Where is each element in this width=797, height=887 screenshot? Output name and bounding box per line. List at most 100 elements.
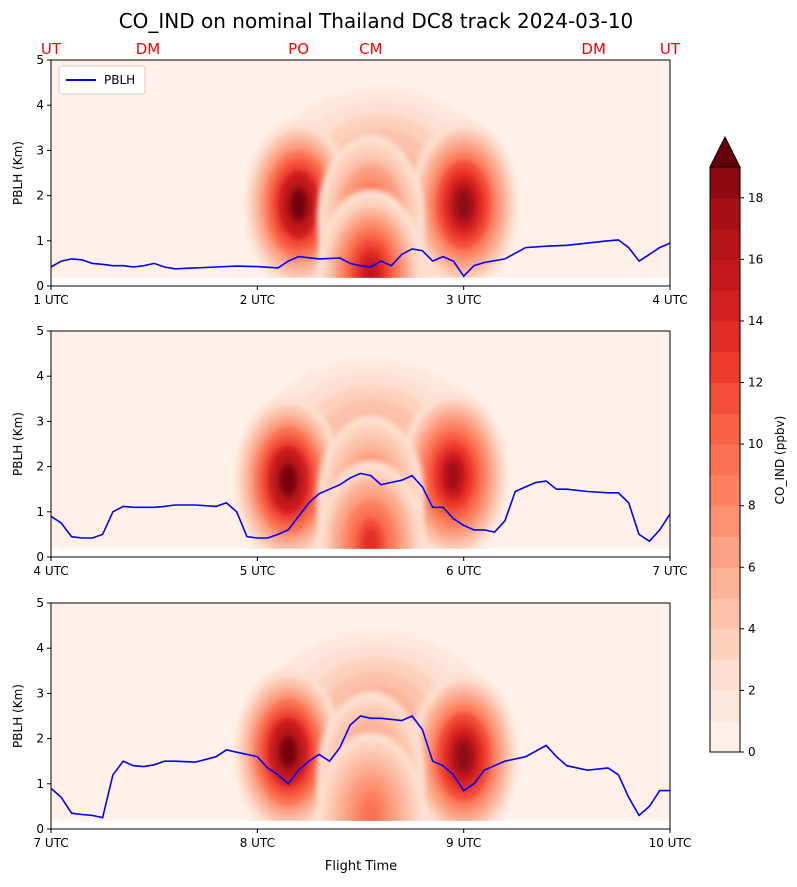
colorbar-label: CO_IND (ppbv) (773, 416, 787, 505)
colorbar-band (710, 382, 740, 414)
legend-box (58, 65, 146, 95)
plume-2-level-8 (455, 740, 472, 773)
pblh-line (50, 239, 671, 278)
y-tick-label: 3 (36, 686, 44, 700)
colorbar-tick-label: 18 (748, 191, 763, 205)
y-axis-label: PBLH (Km) (11, 684, 25, 748)
plume-2-level-8 (455, 188, 472, 221)
y-tick-label: 4 (36, 369, 44, 383)
colorbar-band (710, 444, 740, 476)
x-axis-label: Flight Time (325, 859, 397, 874)
location-labels: UT DM PO CM DM UT (41, 40, 681, 58)
colorbar-tick-label: 14 (748, 314, 763, 328)
colorbar-band (710, 598, 740, 630)
x-tick-label: 4 UTC (33, 564, 68, 578)
colorbar-band (710, 413, 740, 445)
colorbar-extend-arrow (709, 135, 741, 168)
legend: PBLH (58, 65, 146, 95)
x-tick-label: 7 UTC (33, 836, 68, 850)
y-tick-label: 5 (36, 324, 44, 338)
contour-field (51, 331, 670, 557)
location-label: UT (41, 40, 62, 58)
panel-3: 0 1 2 3 4 5 PBLH (Km) 7 UTC 8 UTC 9 UTC 10 UTC (11, 596, 692, 850)
y-tick-label: 1 (36, 777, 44, 791)
y-tick-label: 2 (36, 189, 44, 203)
y-tick-label: 5 (36, 596, 44, 610)
axes-frame (50, 330, 671, 558)
colorbar-band (710, 167, 740, 199)
panel-2: 0 1 2 3 4 5 PBLH (Km) 4 UTC 5 UTC 6 UTC 7 UTC (11, 324, 688, 578)
no-data-strip (51, 820, 670, 829)
y-axis-label: PBLH (Km) (11, 141, 25, 205)
y-tick-label: 3 (36, 143, 44, 157)
x-tick-label: 4 UTC (652, 293, 687, 307)
colorbar-band (710, 228, 740, 260)
colorbar-tick-label: 8 (748, 499, 756, 513)
colorbar-band (710, 721, 740, 753)
colorbar-band (710, 474, 740, 507)
colorbar-band (710, 628, 740, 661)
colorbar-tick-label: 0 (748, 745, 756, 759)
location-label: PO (288, 40, 309, 58)
x-tick-label: 7 UTC (652, 564, 687, 578)
y-tick-label: 1 (36, 234, 44, 248)
colorbar-frame (709, 166, 741, 753)
x-tick-label: 8 UTC (240, 836, 275, 850)
y-tick-label: 4 (36, 641, 44, 655)
colorbar-tick-label: 10 (748, 437, 763, 451)
location-label: UT (660, 40, 681, 58)
colorbar-band (710, 290, 740, 322)
colorbar-tick-label: 6 (748, 560, 756, 574)
colorbar-band (710, 690, 740, 722)
colorbar-band (710, 320, 740, 353)
y-tick-label: 5 (36, 53, 44, 67)
panel-1: 0 1 2 3 4 5 PBLH (Km) 1 UTC 2 UTC 3 UTC 4 UTC PBLH (11, 53, 688, 307)
x-tick-label: 10 UTC (649, 836, 692, 850)
y-tick-label: 0 (36, 550, 44, 564)
colorbar-tick-label: 12 (748, 376, 763, 390)
axes-frame (50, 602, 671, 830)
colorbar-band (710, 659, 740, 691)
x-tick-label: 5 UTC (240, 564, 275, 578)
no-data-strip (51, 277, 670, 286)
colorbar: 0 2 4 6 8 10 12 14 16 18 CO_IND (ppbv) (709, 135, 787, 759)
y-tick-label: 2 (36, 460, 44, 474)
location-label: DM (136, 40, 161, 58)
pblh-line (50, 715, 670, 819)
y-tick-label: 0 (36, 822, 44, 836)
y-tick-label: 3 (36, 414, 44, 428)
x-tick-label: 6 UTC (446, 564, 481, 578)
legend-label: PBLH (104, 73, 135, 87)
x-tick-label: 9 UTC (446, 836, 481, 850)
location-label: DM (581, 40, 606, 58)
chart-title: CO_IND on nominal Thailand DC8 track 202… (119, 9, 634, 33)
no-data-strip (51, 548, 670, 557)
y-axis-label: PBLH (Km) (11, 412, 25, 476)
contour-field (51, 60, 670, 286)
colorbar-tick-label: 2 (748, 683, 756, 697)
plume-1-level-8 (280, 736, 297, 768)
colorbar-band (710, 536, 740, 568)
colorbar-band (710, 197, 740, 230)
colorbar-tick-label: 4 (748, 622, 756, 636)
y-tick-label: 0 (36, 279, 44, 293)
colorbar-band (710, 351, 740, 384)
plume-1-level-8 (290, 188, 307, 221)
y-tick-label: 4 (36, 98, 44, 112)
plume-2-level-8 (445, 459, 462, 492)
pblh-line (50, 472, 671, 543)
colorbar-tick-label: 16 (748, 252, 763, 266)
location-label: CM (359, 40, 382, 58)
colorbar-band (710, 567, 740, 599)
plume-1-level-8 (280, 464, 297, 496)
y-tick-label: 1 (36, 505, 44, 519)
x-tick-label: 3 UTC (446, 293, 481, 307)
colorbar-band (710, 259, 740, 291)
contour-field (51, 603, 670, 829)
x-tick-label: 1 UTC (33, 293, 68, 307)
axes-frame (50, 59, 671, 287)
colorbar-band (710, 505, 740, 537)
x-tick-label: 2 UTC (240, 293, 275, 307)
